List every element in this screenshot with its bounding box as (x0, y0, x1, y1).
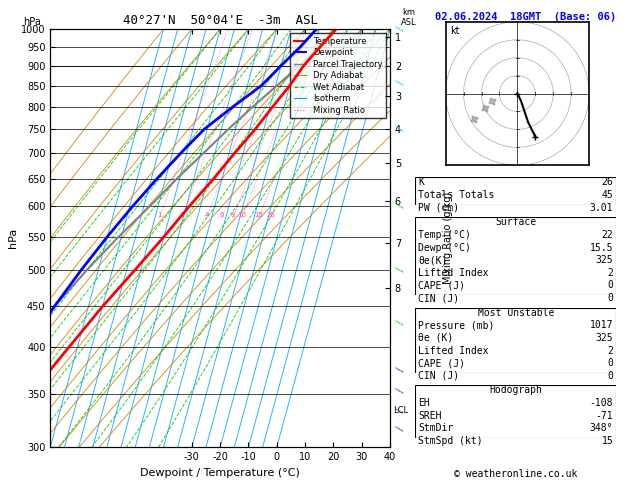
Text: 26: 26 (601, 177, 613, 188)
Text: θe (K): θe (K) (418, 333, 454, 343)
Text: 3.01: 3.01 (590, 203, 613, 213)
Text: \: \ (396, 124, 404, 134)
Text: \: \ (396, 406, 404, 415)
Text: Lifted Index: Lifted Index (418, 268, 489, 278)
Text: 15: 15 (254, 212, 263, 218)
Text: km
ASL: km ASL (401, 8, 416, 27)
Text: CAPE (J): CAPE (J) (418, 358, 465, 368)
Text: 15.5: 15.5 (590, 243, 613, 253)
Text: 15: 15 (601, 436, 613, 446)
Text: -71: -71 (596, 411, 613, 421)
Text: 8: 8 (231, 212, 235, 218)
Text: \: \ (396, 265, 404, 275)
Text: 0: 0 (608, 293, 613, 303)
Text: CIN (J): CIN (J) (418, 293, 459, 303)
Title: 40°27'N  50°04'E  -3m  ASL: 40°27'N 50°04'E -3m ASL (123, 14, 318, 27)
Text: \: \ (396, 202, 404, 211)
Text: CIN (J): CIN (J) (418, 371, 459, 381)
Text: 0: 0 (608, 280, 613, 291)
Text: 45: 45 (601, 190, 613, 200)
Text: hPa: hPa (23, 17, 41, 27)
Text: Totals Totals: Totals Totals (418, 190, 494, 200)
Text: 0: 0 (608, 371, 613, 381)
X-axis label: Dewpoint / Temperature (°C): Dewpoint / Temperature (°C) (140, 468, 300, 478)
Text: StmSpd (kt): StmSpd (kt) (418, 436, 483, 446)
Text: 02.06.2024  18GMT  (Base: 06): 02.06.2024 18GMT (Base: 06) (435, 12, 616, 22)
Text: 10: 10 (237, 212, 247, 218)
Text: \: \ (396, 386, 404, 396)
Text: -108: -108 (590, 398, 613, 408)
Text: 4: 4 (204, 212, 209, 218)
Text: StmDir: StmDir (418, 423, 454, 434)
Text: 2: 2 (180, 212, 184, 218)
Text: EH: EH (418, 398, 430, 408)
Text: θe(K): θe(K) (418, 255, 448, 265)
Text: Hodograph: Hodograph (489, 385, 542, 396)
Legend: Temperature, Dewpoint, Parcel Trajectory, Dry Adiabat, Wet Adiabat, Isotherm, Mi: Temperature, Dewpoint, Parcel Trajectory… (291, 34, 386, 118)
Text: 2: 2 (608, 346, 613, 356)
Text: \: \ (396, 78, 404, 87)
Text: 6: 6 (220, 212, 224, 218)
Text: \: \ (396, 365, 404, 374)
Text: 348°: 348° (590, 423, 613, 434)
Text: 22: 22 (601, 230, 613, 240)
Text: 325: 325 (596, 333, 613, 343)
Text: Most Unstable: Most Unstable (477, 308, 554, 318)
Text: Temp (°C): Temp (°C) (418, 230, 471, 240)
Text: 20: 20 (266, 212, 275, 218)
Text: \: \ (396, 319, 404, 328)
Text: 0: 0 (608, 358, 613, 368)
Text: Surface: Surface (495, 217, 537, 227)
Text: Dewp (°C): Dewp (°C) (418, 243, 471, 253)
Text: SREH: SREH (418, 411, 442, 421)
Text: kt: kt (450, 26, 459, 36)
Text: LCL: LCL (393, 406, 408, 415)
Text: © weatheronline.co.uk: © weatheronline.co.uk (454, 469, 577, 479)
Y-axis label: Mixing Ratio (g/kg): Mixing Ratio (g/kg) (443, 192, 453, 284)
Text: 2: 2 (608, 268, 613, 278)
Text: 325: 325 (596, 255, 613, 265)
Text: \: \ (396, 24, 404, 34)
Text: CAPE (J): CAPE (J) (418, 280, 465, 291)
Y-axis label: hPa: hPa (8, 228, 18, 248)
Text: Pressure (mb): Pressure (mb) (418, 320, 494, 330)
Text: \: \ (396, 425, 404, 434)
Text: 1017: 1017 (590, 320, 613, 330)
Text: PW (cm): PW (cm) (418, 203, 459, 213)
Text: Lifted Index: Lifted Index (418, 346, 489, 356)
Text: 1: 1 (157, 212, 162, 218)
Text: K: K (418, 177, 424, 188)
